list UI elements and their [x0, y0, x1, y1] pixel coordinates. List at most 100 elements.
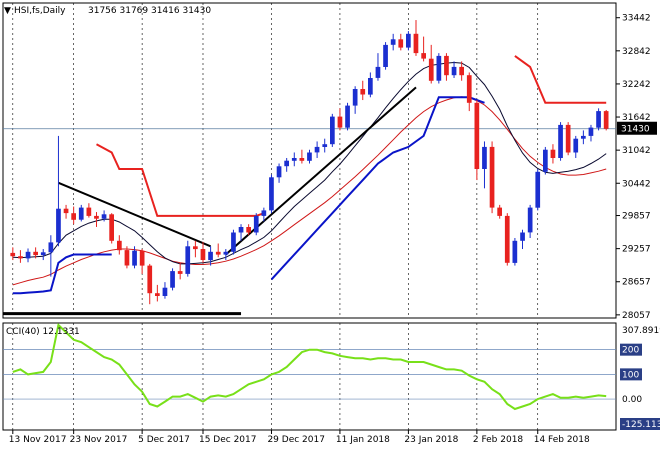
- candle-body[interactable]: [337, 116, 343, 128]
- candle-body[interactable]: [512, 240, 518, 263]
- candle-body[interactable]: [101, 214, 107, 219]
- candle-body[interactable]: [261, 210, 267, 216]
- candle-body[interactable]: [299, 158, 305, 161]
- candle-body[interactable]: [71, 213, 76, 220]
- candle-body[interactable]: [368, 78, 373, 95]
- candle-body[interactable]: [588, 127, 594, 136]
- candle-body[interactable]: [314, 146, 320, 153]
- candle-body[interactable]: [330, 116, 335, 145]
- candle-body[interactable]: [307, 152, 312, 161]
- y-tick-label: 31642: [622, 113, 651, 123]
- candle-body[interactable]: [466, 75, 472, 103]
- candle-body[interactable]: [573, 138, 579, 153]
- candle-body[interactable]: [238, 227, 244, 233]
- candle-body[interactable]: [558, 124, 563, 158]
- candle-body[interactable]: [94, 215, 99, 219]
- candle-body[interactable]: [352, 89, 358, 106]
- candle-body[interactable]: [543, 149, 548, 172]
- candle-body[interactable]: [269, 177, 274, 211]
- candle-body[interactable]: [231, 232, 236, 252]
- candle-body[interactable]: [117, 240, 122, 251]
- x-axis: 13 Nov 2017 23 Nov 2017 5 Dec 2017 15 Dec 2…: [3, 429, 616, 445]
- candle-body[interactable]: [550, 149, 556, 158]
- candle-body[interactable]: [56, 208, 61, 243]
- candle-body[interactable]: [482, 146, 487, 169]
- candle-body[interactable]: [215, 251, 221, 255]
- candle-body[interactable]: [520, 232, 525, 241]
- candle-body[interactable]: [345, 105, 350, 128]
- candle-body[interactable]: [78, 207, 84, 220]
- y-tick-label: 30442: [622, 179, 651, 189]
- candle-body[interactable]: [421, 53, 426, 59]
- candle-body[interactable]: [459, 66, 464, 76]
- candle-body[interactable]: [33, 251, 38, 256]
- cci-label: CCI(40) 12.1331: [6, 327, 80, 337]
- candle-body[interactable]: [535, 171, 541, 208]
- candle-body[interactable]: [40, 252, 46, 256]
- candle-body[interactable]: [276, 166, 282, 178]
- y-tick-label: 29257: [622, 245, 651, 255]
- candle-body[interactable]: [223, 251, 229, 255]
- candle-body[interactable]: [428, 58, 434, 81]
- y-tick-label: 28057: [622, 311, 651, 321]
- candle-body[interactable]: [497, 207, 502, 216]
- candle-body[interactable]: [246, 227, 251, 233]
- x-tick-label: 15 Dec 2017: [199, 435, 256, 445]
- candle-body[interactable]: [360, 89, 366, 95]
- candle-body[interactable]: [291, 158, 297, 161]
- current-price-label: 31430: [621, 125, 650, 135]
- candle-body[interactable]: [390, 39, 396, 45]
- candle-body[interactable]: [193, 246, 198, 250]
- candle-body[interactable]: [139, 250, 145, 266]
- candle-body[interactable]: [322, 144, 328, 147]
- candle-body[interactable]: [48, 242, 54, 253]
- candle-body[interactable]: [596, 111, 601, 128]
- candle-body[interactable]: [284, 160, 289, 167]
- y-tick-label: 28657: [622, 278, 651, 288]
- candle-body[interactable]: [109, 214, 114, 241]
- cci-line: [12, 323, 607, 411]
- candle-body[interactable]: [63, 208, 69, 214]
- candle-body[interactable]: [413, 33, 419, 54]
- candle-body[interactable]: [25, 251, 31, 259]
- candle-body[interactable]: [398, 39, 404, 48]
- candle-body[interactable]: [155, 293, 160, 296]
- candle-body[interactable]: [444, 55, 449, 76]
- candle-body[interactable]: [504, 215, 510, 263]
- candle-body[interactable]: [170, 271, 175, 288]
- x-tick-label: 13 Nov 2017: [9, 435, 67, 445]
- candle-body[interactable]: [162, 287, 168, 296]
- candle-body[interactable]: [18, 256, 23, 259]
- candle-body[interactable]: [132, 250, 137, 266]
- cci-level-label: 200: [622, 346, 639, 356]
- header-dropdown-icon[interactable]: ▼: [4, 6, 11, 16]
- candle-body[interactable]: [253, 215, 259, 233]
- candle-body[interactable]: [208, 251, 213, 261]
- y-tick-label: 32242: [622, 80, 651, 90]
- cci-level-label: 100: [622, 370, 639, 380]
- price-frame: [2, 2, 617, 319]
- candle-body[interactable]: [10, 252, 16, 257]
- candle-body[interactable]: [177, 271, 183, 274]
- candle-body[interactable]: [436, 55, 442, 81]
- cci-bottom-label: -125.113: [622, 420, 660, 430]
- cci-top-label: 307.8919: [622, 326, 660, 336]
- candle-body[interactable]: [200, 249, 206, 260]
- candle-body[interactable]: [86, 207, 92, 216]
- candle-body[interactable]: [375, 66, 381, 78]
- candle-body[interactable]: [383, 44, 388, 67]
- candle-body[interactable]: [527, 207, 533, 233]
- candle-body[interactable]: [406, 33, 411, 48]
- candle-body[interactable]: [451, 66, 457, 76]
- candle-body[interactable]: [603, 111, 609, 129]
- y-tick-label: 33442: [622, 14, 651, 24]
- x-tick-label: 29 Dec 2017: [267, 435, 325, 445]
- y-tick-label: 31042: [622, 146, 651, 156]
- candle-body[interactable]: [474, 102, 480, 169]
- candle-body[interactable]: [581, 135, 586, 139]
- candle-body[interactable]: [565, 124, 571, 153]
- candle-body[interactable]: [185, 246, 191, 274]
- candle-body[interactable]: [489, 146, 495, 208]
- candle-body[interactable]: [147, 265, 153, 294]
- candle-body[interactable]: [124, 250, 130, 266]
